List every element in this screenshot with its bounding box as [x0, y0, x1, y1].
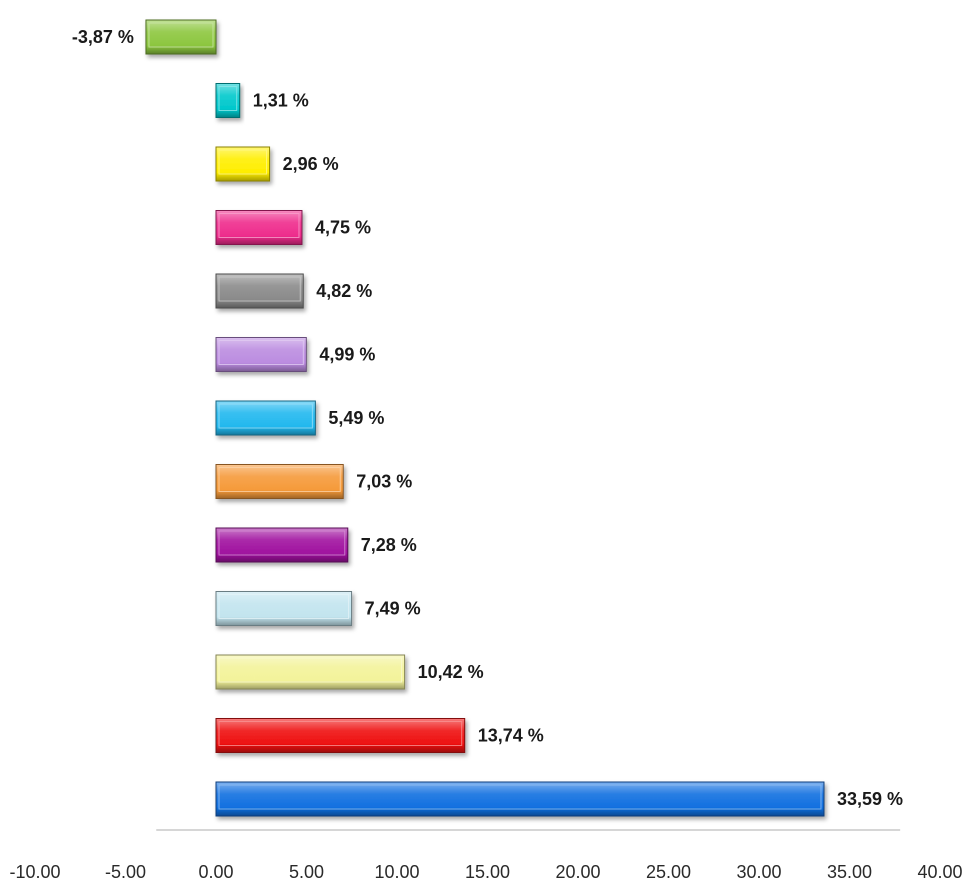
bar-value-label-9: 7,49 % [365, 599, 421, 619]
x-tick-label-3: 5.00 [289, 862, 324, 882]
bar-rect-3 [215, 210, 303, 245]
bar-4 [215, 273, 304, 309]
bar-highlight-11 [218, 721, 463, 746]
bar-highlight-0 [148, 22, 214, 48]
bar-rect-1 [215, 83, 241, 118]
bar-highlight-7 [218, 467, 341, 492]
x-axis-ticks: -10.00 -5.00 0.00 5.00 10.00 15.00 20.00 25.00 3… [9, 862, 962, 882]
bar-12 [215, 781, 825, 817]
bar-value-label-10: 10,42 % [418, 662, 484, 682]
bar-highlight-5 [218, 340, 304, 365]
bar-highlight-10 [218, 657, 403, 683]
x-tick-label-10: 40.00 [917, 862, 962, 882]
bar-value-label-2: 2,96 % [283, 154, 339, 174]
bar-rect-12 [215, 781, 825, 817]
bar-rect-7 [215, 464, 344, 499]
bar-rect-0 [145, 19, 217, 55]
bar-rect-4 [215, 273, 304, 309]
bar-value-label-5: 4,99 % [319, 345, 375, 365]
bar-1 [215, 83, 241, 118]
bar-value-label-4: 4,82 % [316, 281, 372, 301]
bar-highlight-12 [218, 784, 822, 810]
bar-9 [215, 591, 353, 626]
x-tick-label-8: 30.00 [736, 862, 781, 882]
bar-rect-11 [215, 718, 466, 753]
bar-10 [215, 654, 406, 690]
bar-highlight-1 [218, 86, 238, 111]
bar-value-label-6: 5,49 % [328, 408, 384, 428]
bar-2 [215, 146, 271, 182]
bar-highlight-3 [218, 213, 300, 238]
bar-rect-8 [215, 527, 349, 563]
x-tick-label-1: -5.00 [105, 862, 146, 882]
bar-11 [215, 718, 466, 753]
bar-rect-9 [215, 591, 353, 626]
bar-value-label-11: 13,74 % [478, 726, 544, 746]
bar-rect-10 [215, 654, 406, 690]
bar-3 [215, 210, 303, 245]
bar-rect-5 [215, 337, 307, 372]
x-tick-label-5: 15.00 [465, 862, 510, 882]
x-tick-label-0: -10.00 [9, 862, 60, 882]
bar-8 [215, 527, 349, 563]
bar-rect-2 [215, 146, 271, 182]
bar-6 [215, 400, 316, 436]
bar-highlight-6 [218, 403, 313, 429]
bar-value-label-12: 33,59 % [837, 789, 903, 809]
bar-rect-6 [215, 400, 316, 436]
bar-highlight-9 [218, 594, 350, 619]
x-tick-label-7: 25.00 [646, 862, 691, 882]
bar-value-label-1: 1,31 % [253, 91, 309, 111]
bar-highlight-4 [218, 276, 301, 302]
x-tick-label-9: 35.00 [827, 862, 872, 882]
x-tick-label-6: 20.00 [555, 862, 600, 882]
bar-highlight-8 [218, 530, 346, 556]
bar-7 [215, 464, 344, 499]
x-tick-label-4: 10.00 [374, 862, 419, 882]
bar-5 [215, 337, 307, 372]
data-labels-layer: -3,87 % 1,31 % 2,96 % 4,75 % 4,82 % 4,99 % 5,4… [72, 27, 903, 809]
x-tick-label-2: 0.00 [198, 862, 233, 882]
bar-value-label-3: 4,75 % [315, 218, 371, 238]
bar-value-label-7: 7,03 % [356, 472, 412, 492]
bar-0 [145, 19, 217, 55]
bar-highlight-2 [218, 149, 268, 175]
bar-value-label-8: 7,28 % [361, 535, 417, 555]
bar-value-label-0: -3,87 % [72, 27, 134, 47]
bars-layer [145, 19, 825, 817]
